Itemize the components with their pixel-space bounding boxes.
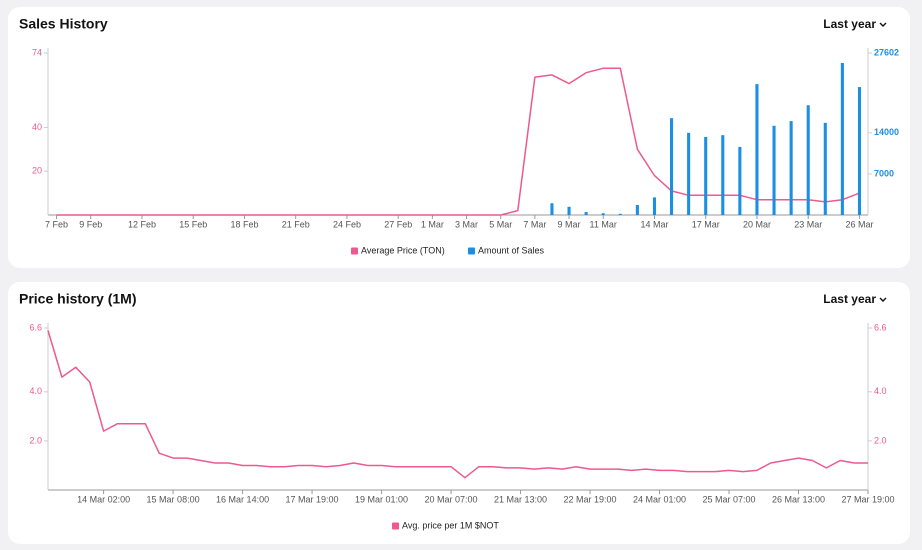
x-tick-label: 26 Mar 13:00 <box>772 494 825 504</box>
y-tick-label: 2.0 <box>29 435 42 445</box>
x-tick-label: 1 Mar <box>421 219 444 229</box>
bar <box>857 87 861 215</box>
x-tick-label: 20 Mar 07:00 <box>425 494 478 504</box>
x-tick-label: 11 Mar <box>590 219 617 229</box>
bar <box>806 105 810 215</box>
x-tick-label: 25 Mar 07:00 <box>702 494 755 504</box>
x-tick-label: 7 Mar <box>523 219 546 229</box>
x-tick-label: 26 Mar <box>845 219 873 229</box>
y2-tick-label: 7000 <box>874 168 894 178</box>
x-tick-label: 19 Mar 01:00 <box>355 494 408 504</box>
legend-swatch[interactable] <box>351 247 358 255</box>
bar <box>601 213 605 215</box>
legend-label[interactable]: Average Price (TON) <box>361 245 445 255</box>
y-tick-label: 74 <box>32 47 42 57</box>
bar <box>618 213 622 215</box>
chart-title: Sales History <box>19 16 108 32</box>
bar <box>738 146 742 215</box>
legend-swatch[interactable] <box>468 247 475 255</box>
legend-label[interactable]: Amount of Sales <box>478 245 545 255</box>
x-tick-label: 24 Mar 01:00 <box>633 494 686 504</box>
bar <box>635 205 639 215</box>
legend-swatch[interactable] <box>392 522 399 530</box>
y2-tick-label: 14000 <box>874 127 899 137</box>
x-tick-label: 24 Feb <box>333 219 361 229</box>
bar <box>772 125 776 215</box>
card <box>8 282 910 544</box>
x-tick-label: 9 Feb <box>79 219 102 229</box>
dropdown-icon[interactable] <box>879 22 887 27</box>
x-tick-label: 5 Mar <box>489 219 512 229</box>
bar <box>550 203 554 215</box>
bar <box>789 121 793 215</box>
bar <box>721 135 725 215</box>
legend-label[interactable]: Avg. price per 1M $NOT <box>402 520 499 530</box>
x-tick-label: 27 Mar 19:00 <box>841 494 894 504</box>
bar <box>704 136 708 215</box>
y-tick-label: 40 <box>32 122 42 132</box>
bar <box>840 62 844 216</box>
bar <box>567 206 571 215</box>
x-tick-label: 23 Mar <box>794 219 822 229</box>
x-tick-label: 16 Mar 14:00 <box>216 494 269 504</box>
x-tick-label: 9 Mar <box>558 219 581 229</box>
chart-title: Price history (1M) <box>19 291 136 307</box>
x-tick-label: 17 Mar 19:00 <box>286 494 339 504</box>
y-tick-label: 20 <box>32 166 42 176</box>
x-tick-label: 14 Mar 02:00 <box>77 494 130 504</box>
period-selector[interactable]: Last year <box>823 17 876 31</box>
dropdown-icon[interactable] <box>879 297 887 302</box>
y-tick-label: 4.0 <box>29 386 42 396</box>
y2-tick-label: 6.6 <box>874 322 887 332</box>
x-tick-label: 12 Feb <box>128 219 156 229</box>
bar <box>823 122 827 215</box>
x-tick-label: 17 Mar <box>692 219 720 229</box>
x-tick-label: 15 Feb <box>179 219 207 229</box>
y2-tick-label: 27602 <box>874 47 899 57</box>
x-tick-label: 7 Feb <box>45 219 68 229</box>
x-tick-label: 18 Feb <box>230 219 258 229</box>
bar <box>755 84 759 215</box>
y2-tick-label: 2.0 <box>874 435 887 445</box>
bar <box>670 118 674 215</box>
bar <box>687 132 691 215</box>
period-selector[interactable]: Last year <box>823 292 876 306</box>
card <box>8 7 910 268</box>
line <box>47 330 868 479</box>
x-tick-label: 21 Mar 13:00 <box>494 494 547 504</box>
x-tick-label: 20 Mar <box>743 219 771 229</box>
bar <box>652 197 656 215</box>
y-tick-label: 6.6 <box>29 322 42 332</box>
x-tick-label: 15 Mar 08:00 <box>147 494 200 504</box>
x-tick-label: 3 Mar <box>455 219 478 229</box>
bar <box>584 212 588 215</box>
x-tick-label: 22 Mar 19:00 <box>564 494 617 504</box>
x-tick-label: 21 Feb <box>282 219 310 229</box>
y2-tick-label: 4.0 <box>874 386 887 396</box>
line <box>56 67 860 216</box>
x-tick-label: 27 Feb <box>384 219 412 229</box>
x-tick-label: 14 Mar <box>640 219 668 229</box>
